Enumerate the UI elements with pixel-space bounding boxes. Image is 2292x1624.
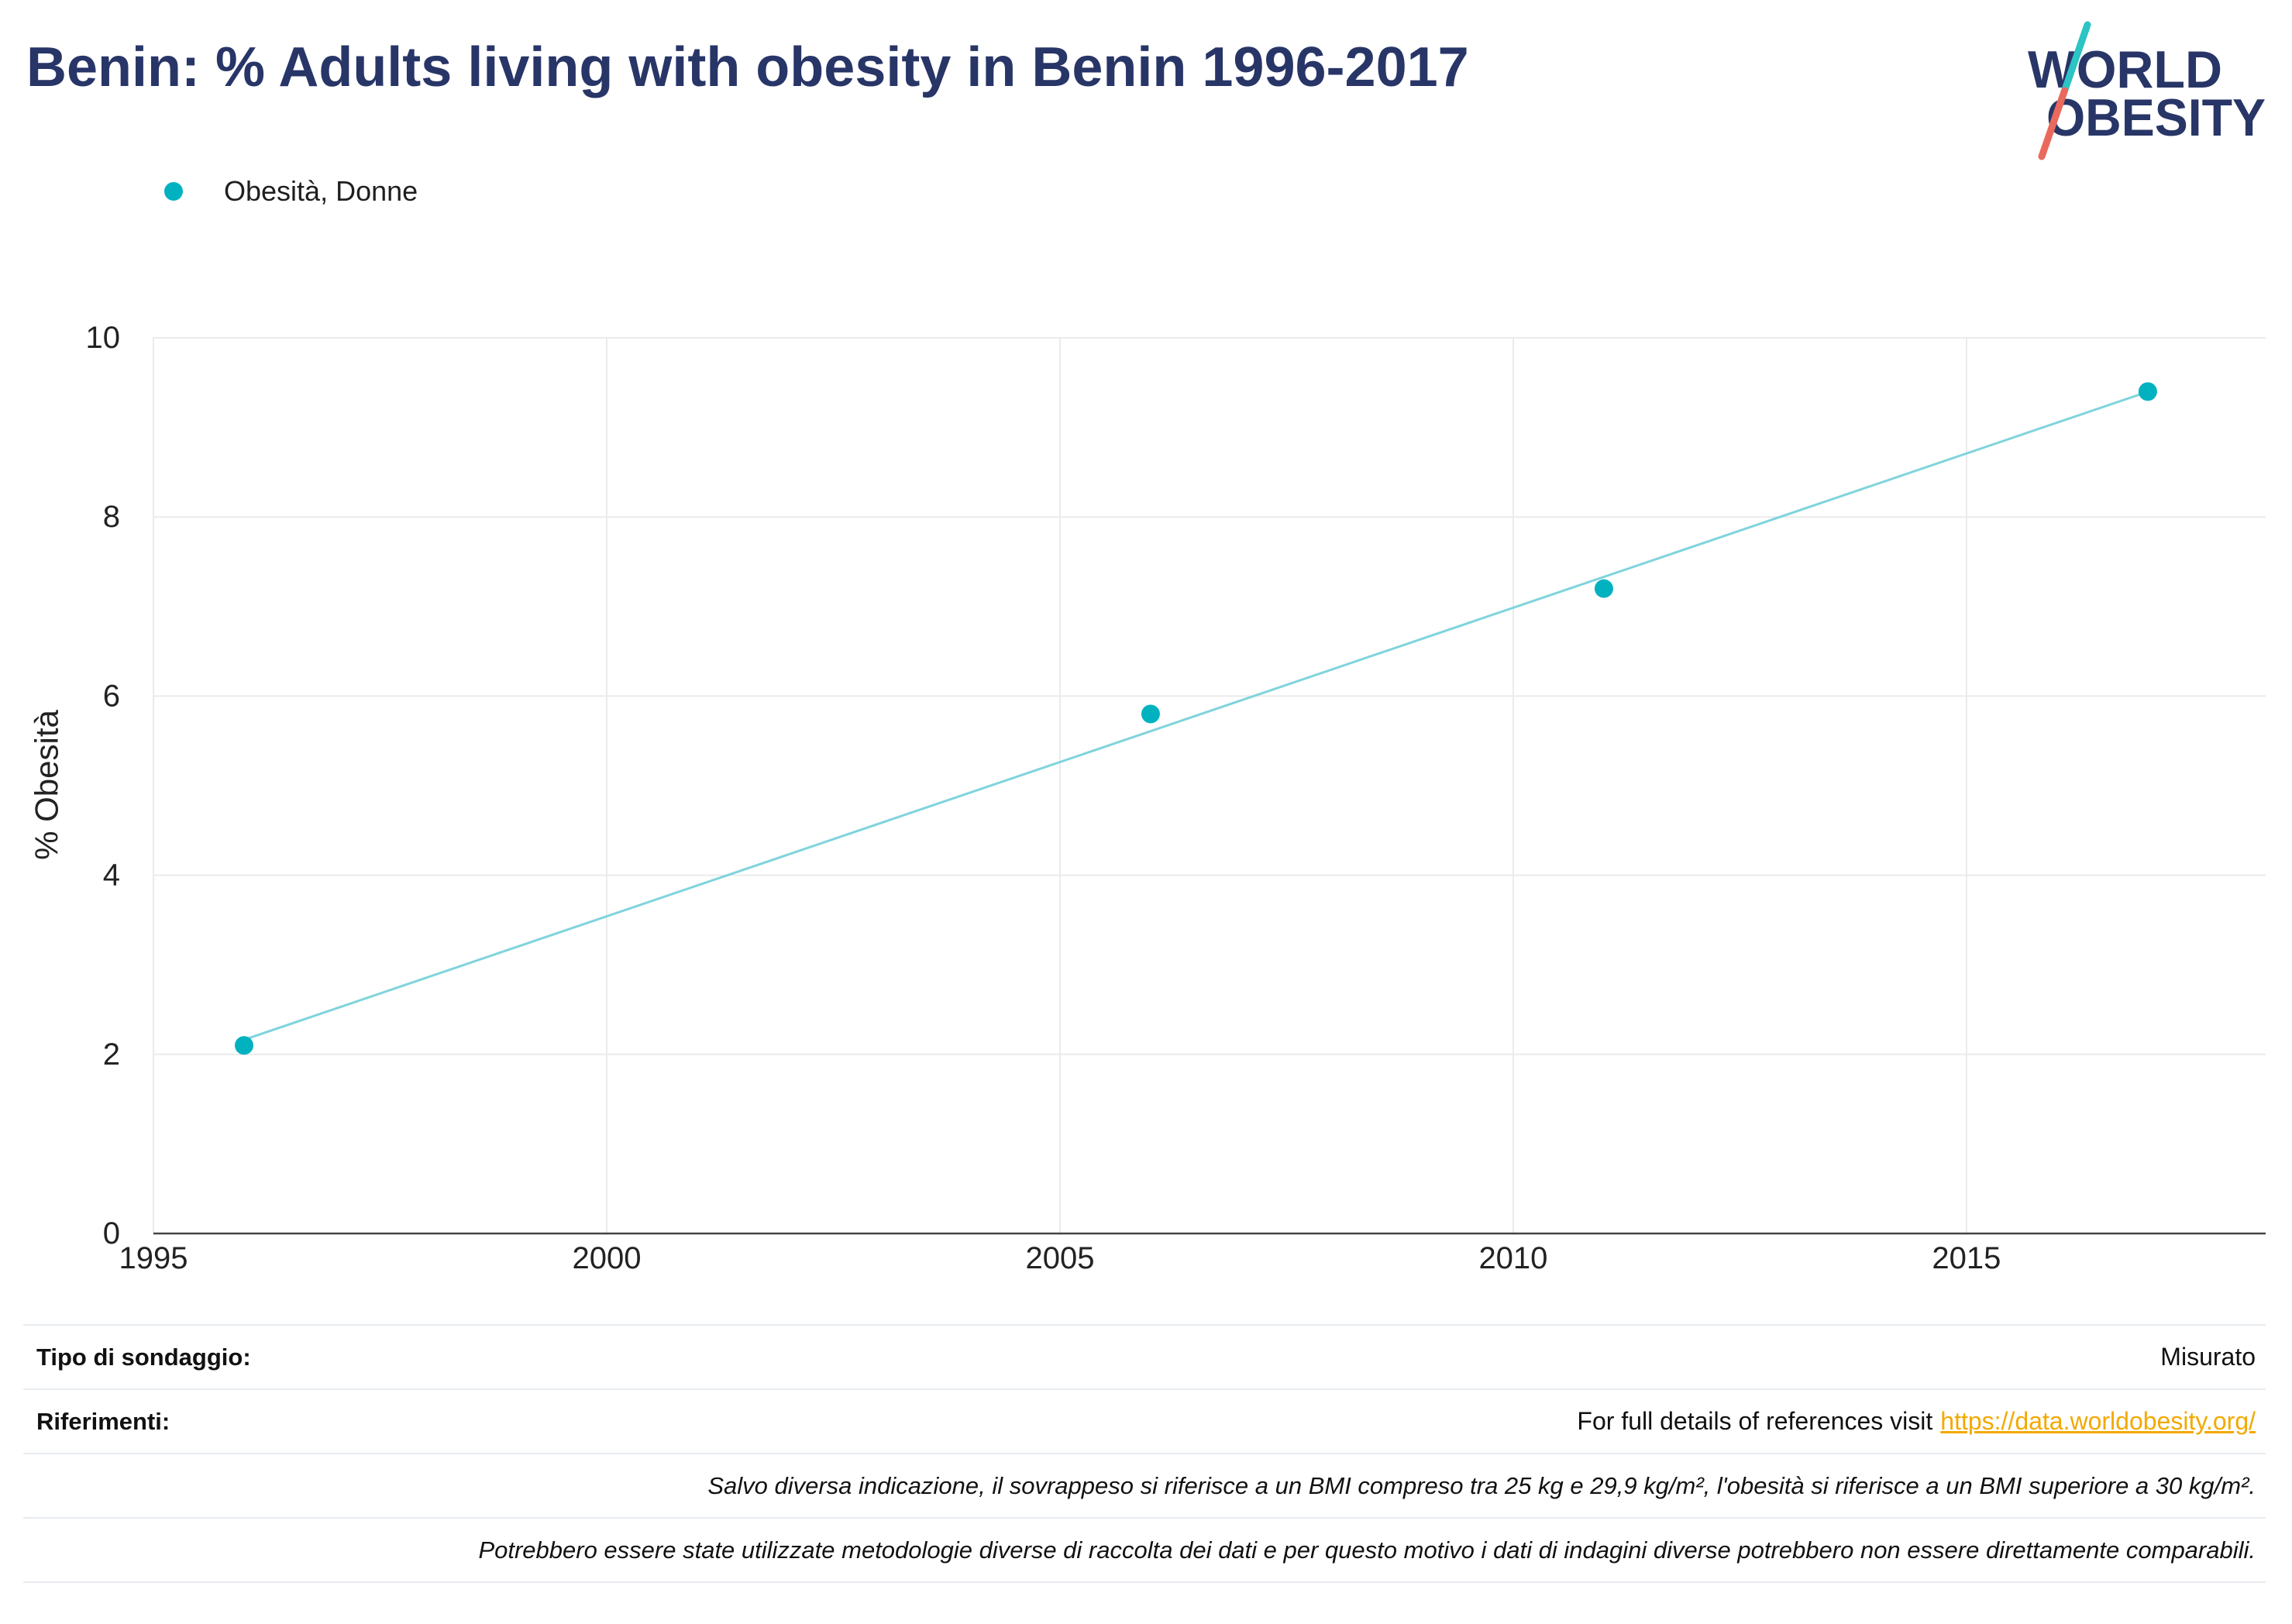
bmi-definition-row: Salvo diversa indicazione, il sovrappeso… (23, 1454, 2266, 1519)
x-tick-label-2000: 2000 (572, 1241, 641, 1275)
x-tick-label-2005: 2005 (1025, 1241, 1094, 1275)
gridlines (153, 337, 2266, 1233)
y-tick-label-8: 8 (103, 500, 120, 534)
data-point-2017 (2138, 382, 2157, 401)
data-point-2006 (1141, 704, 1160, 724)
info-table: Tipo di sondaggio: Misurato Riferimenti:… (23, 1324, 2266, 1583)
trend-line (243, 391, 2149, 1041)
legend-item-obesita-donne[interactable]: Obesità, Donne (164, 173, 418, 210)
logo-slash-teal (2061, 21, 2091, 95)
references-label: Riferimenti: (36, 1407, 170, 1435)
methodology-note: Potrebbero essere state utilizzate metod… (478, 1536, 2256, 1564)
bmi-definition-note: Salvo diversa indicazione, il sovrappeso… (707, 1471, 2256, 1499)
trendlines (243, 391, 2149, 1041)
y-tick-label-6: 6 (103, 679, 120, 713)
x-tick-labels: 1995 2000 2005 2010 2015 (119, 1241, 2001, 1275)
y-axis-title: % Obesità (29, 709, 65, 859)
y-tick-label-0: 0 (103, 1216, 120, 1251)
world-obesity-logo: WORLD OBESITY (2028, 21, 2266, 160)
y-tick-label-4: 4 (103, 858, 120, 893)
survey-type-label: Tipo di sondaggio: (36, 1343, 251, 1371)
references-link[interactable]: https://data.worldobesity.org/ (1940, 1407, 2256, 1435)
logo-word-obesity: OBESITY (2046, 88, 2266, 147)
y-tick-labels: 0 2 4 6 8 10 (86, 321, 121, 1251)
methodology-row: Potrebbero essere state utilizzate metod… (23, 1519, 2266, 1583)
y-tick-label-10: 10 (86, 321, 121, 355)
obesity-chart: 1995 2000 2005 2010 2015 0 2 4 6 8 10 % Obesità (29, 321, 2266, 1275)
references-row: Riferimenti: For full details of referen… (23, 1390, 2266, 1454)
survey-type-value: Misurato (2160, 1343, 2256, 1371)
data-point-1996 (234, 1036, 253, 1055)
x-tick-label-2010: 2010 (1478, 1241, 1547, 1275)
legend-marker (164, 182, 183, 201)
data-point-2011 (1594, 579, 1613, 598)
x-tick-label-1995: 1995 (119, 1241, 188, 1275)
data-points (234, 382, 2157, 1055)
references-text: For full details of references visit (1577, 1407, 1933, 1435)
logo-slash-coral (2038, 87, 2068, 160)
y-tick-label-2: 2 (103, 1037, 120, 1072)
survey-type-row: Tipo di sondaggio: Misurato (23, 1326, 2266, 1390)
chart-title: Benin: % Adults living with obesity in B… (26, 36, 1469, 98)
legend-label: Obesità, Donne (224, 175, 418, 207)
references-value: For full details of references visit http… (1577, 1407, 2256, 1436)
logo-word-world: WORLD (2028, 40, 2222, 99)
x-tick-label-2015: 2015 (1932, 1241, 2001, 1275)
